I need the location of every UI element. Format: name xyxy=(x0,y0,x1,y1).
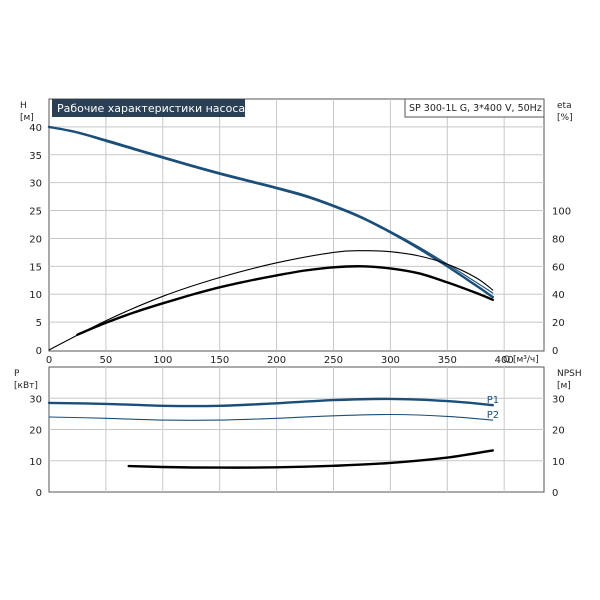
flow-axis-label: Q [м³/ч] xyxy=(503,355,539,365)
eta-tick-label: 100 xyxy=(552,207,571,218)
power-npsh-grid xyxy=(49,367,544,492)
power-npsh-ticks: 0 10 20 30 0 10 20 30 xyxy=(29,394,564,499)
head-tick-label: 30 xyxy=(29,179,42,190)
head-tick-label: 25 xyxy=(29,207,42,218)
x-tick-label: 0 xyxy=(46,355,52,366)
eta-tick-label: 60 xyxy=(552,262,565,273)
head-tick-label: 15 xyxy=(29,262,42,273)
npsh-tick-label: 20 xyxy=(552,426,565,437)
eta-tick-label: 40 xyxy=(552,290,565,301)
power-npsh-series-p1-line xyxy=(47,397,494,408)
x-tick-label: 100 xyxy=(153,355,172,366)
model-box xyxy=(404,98,545,118)
x-tick-label: 250 xyxy=(324,355,343,366)
head-tick-label: 5 xyxy=(36,318,42,329)
head-tick-label: 40 xyxy=(29,123,42,134)
chart-subtitle: SP 300-1L G, 3*400 V, 50Hz xyxy=(409,103,542,114)
head-tick-label: 10 xyxy=(29,290,42,301)
head-tick-label: 0 xyxy=(36,346,42,357)
npsh-tick-label: 0 xyxy=(552,488,558,499)
head-eta-grid xyxy=(49,99,544,350)
head-eta-curves xyxy=(47,125,494,351)
eta-axis-label: eta [%] xyxy=(557,101,573,123)
head-tick-label: 35 xyxy=(29,151,42,162)
series-label-p1: P1 xyxy=(487,395,499,406)
head-eta-ticks: 0 50 100 150 200 250 300 350 4000510152025303540… xyxy=(29,123,571,366)
x-tick-label: 200 xyxy=(267,355,286,366)
head-eta-series-3-line xyxy=(76,265,494,336)
power-tick-label: 30 xyxy=(29,394,42,405)
series-label-p2: P2 xyxy=(487,410,499,421)
x-tick-label: 150 xyxy=(210,355,229,366)
power-tick-label: 0 xyxy=(36,488,42,499)
power-tick-label: 10 xyxy=(29,457,42,468)
eta-tick-label: 80 xyxy=(552,234,565,245)
npsh-axis-label: NPSH [м] xyxy=(557,369,582,391)
power-npsh-series-p2-line xyxy=(48,413,494,421)
head-eta-series-0-line xyxy=(47,125,494,299)
eta-tick-label: 20 xyxy=(552,318,565,329)
npsh-tick-label: 10 xyxy=(552,457,565,468)
power-npsh-series-2-line xyxy=(127,449,494,469)
head-tick-label: 20 xyxy=(29,234,42,245)
title-box xyxy=(52,99,245,117)
x-tick-label: 50 xyxy=(100,355,113,366)
npsh-tick-label: 30 xyxy=(552,394,565,405)
power-axis-label: P [кВт] xyxy=(14,369,38,391)
x-tick-label: 400 xyxy=(495,355,514,366)
head-eta-series-1-line xyxy=(48,126,494,294)
power-tick-label: 20 xyxy=(29,426,42,437)
x-tick-label: 350 xyxy=(438,355,457,366)
eta-tick-label: 0 xyxy=(552,346,558,357)
x-tick-label: 300 xyxy=(381,355,400,366)
chart-title: Рабочие характеристики насоса xyxy=(57,102,245,115)
head-eta-series-2-line xyxy=(48,250,494,351)
head-axis-label: H [м] xyxy=(20,101,34,123)
